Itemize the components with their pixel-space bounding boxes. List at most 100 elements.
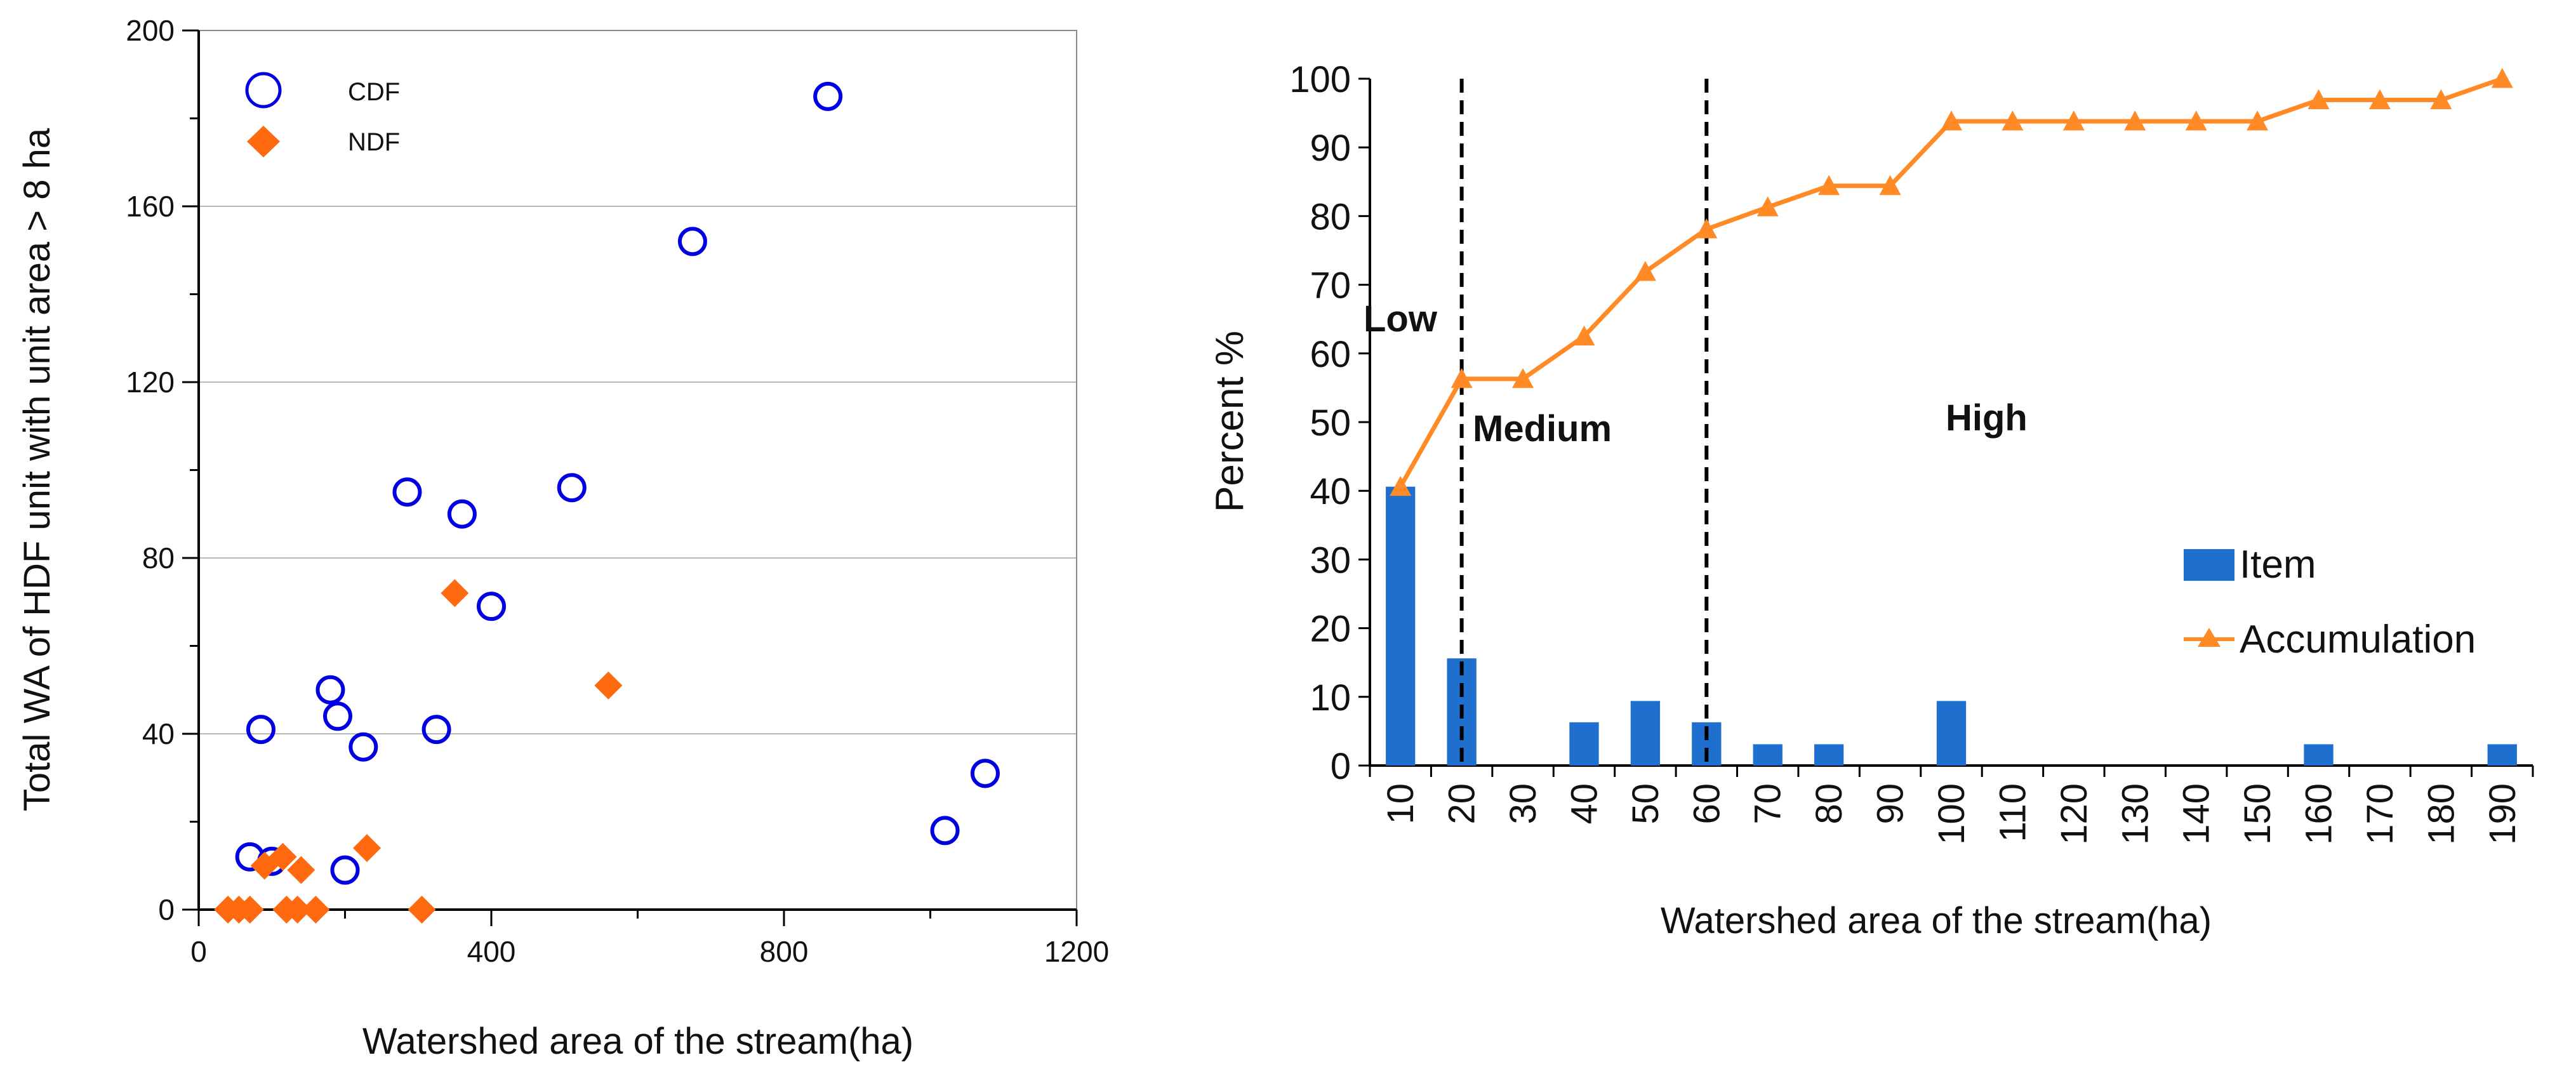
bar-y-tick-label: 100 [1289, 59, 1351, 100]
item-bar [1630, 701, 1661, 766]
bar-x-tick-label: 10 [1380, 783, 1421, 825]
cdf-point [557, 473, 587, 503]
ndf-point [269, 842, 297, 871]
bar-chart-axes: 0 10 20 30 40 50 60 70 80 90 100 10 20 30 40 50 60 70 80 90… [1289, 59, 2534, 845]
accumulation-point [2002, 110, 2024, 131]
ndf-point [441, 579, 469, 607]
cdf-point [246, 715, 276, 745]
ndf-point [353, 834, 382, 863]
scatter-x-tick-label: 0 [190, 935, 207, 968]
item-bar [1753, 744, 1783, 766]
annotation-low: Low [1364, 298, 1438, 340]
item-bar [1386, 486, 1416, 766]
bar-x-tick-label: 150 [2237, 783, 2278, 845]
bar-x-tick-label: 90 [1870, 783, 1911, 825]
item-bars [1386, 486, 2517, 766]
legend-cdf-marker [245, 72, 282, 109]
cdf-point [315, 675, 345, 705]
scatter-y-tick-label: 80 [142, 541, 175, 574]
scatter-legend: CDF NDF [245, 72, 400, 157]
bar-x-tick-label: 70 [1748, 783, 1789, 825]
item-bar [2487, 744, 2517, 766]
bar-y-tick-label: 90 [1310, 128, 1351, 169]
legend-item-label: Item [2240, 543, 2316, 587]
bar-chart-legend: Item Accumulation [2184, 543, 2476, 661]
scatter-plot-frame [198, 30, 1077, 910]
scatter-x-tick-label: 800 [760, 935, 809, 968]
bar-line-chart: 0 10 20 30 40 50 60 70 80 90 100 10 20 30 40 50 60 70 80 90… [1208, 59, 2534, 941]
bar-x-tick-label: 30 [1503, 783, 1544, 825]
bar-x-tick-label: 60 [1686, 783, 1727, 825]
bar-y-tick-label: 0 [1331, 746, 1351, 787]
accumulation-line [1390, 68, 2513, 496]
legend-accumulation-marker [2198, 628, 2221, 647]
scatter-y-tick-label: 0 [158, 893, 175, 926]
accumulation-point [2247, 110, 2269, 131]
legend-ndf-label: NDF [348, 128, 400, 156]
bar-x-tick-label: 190 [2482, 783, 2523, 845]
scatter-y-tick-label: 40 [142, 717, 175, 750]
accumulation-point [1512, 368, 1534, 388]
legend-accumulation-label: Accumulation [2240, 618, 2476, 661]
scatter-points [214, 81, 1000, 924]
accumulation-point [2062, 110, 2085, 131]
item-bar [1569, 722, 1599, 766]
scatter-x-tick-label: 1200 [1044, 935, 1109, 968]
bar-x-tick-label: 40 [1564, 783, 1605, 825]
scatter-y-axis-title: Total WA of HDF unit with unit area > 8 … [17, 128, 58, 811]
accumulation-point [1451, 368, 1473, 388]
range-dividers [1459, 79, 1709, 766]
cdf-point [322, 701, 352, 731]
accumulation-point [2368, 89, 2391, 109]
item-bar [1814, 744, 1844, 766]
accumulation-point [1696, 218, 1718, 239]
bar-x-tick-label: 170 [2360, 783, 2401, 845]
cdf-point [477, 592, 506, 621]
bar-x-tick-label: 110 [1992, 783, 2033, 842]
bar-y-tick-label: 10 [1310, 677, 1351, 719]
accumulation-point [1941, 110, 1962, 131]
accumulation-point [2430, 89, 2452, 109]
scatter-y-tick-label: 200 [126, 14, 175, 47]
annotation-medium: Medium [1473, 408, 1612, 449]
legend-cdf-label: CDF [348, 78, 400, 106]
legend-item-marker [2184, 549, 2234, 581]
bar-x-tick-label: 80 [1809, 783, 1850, 825]
bar-x-tick-label: 140 [2176, 783, 2217, 845]
ndf-point [302, 896, 330, 924]
item-bar [1936, 701, 1967, 766]
cdf-point [447, 499, 477, 529]
bar-x-tick-label: 120 [2054, 783, 2095, 845]
ndf-point [287, 856, 315, 884]
legend-ndf-marker [247, 126, 280, 157]
accumulation-point [2124, 110, 2146, 131]
scatter-x-tick-label: 400 [467, 935, 516, 968]
cdf-point [970, 759, 1000, 788]
bar-y-tick-label: 70 [1310, 265, 1351, 307]
annotation-high: High [1946, 397, 2028, 439]
item-bar [2304, 744, 2334, 766]
accumulation-point [2491, 68, 2513, 88]
bar-x-axis-title: Watershed area of the stream(ha) [1661, 900, 2212, 941]
accumulation-point [1390, 475, 1412, 496]
cdf-point [422, 715, 451, 745]
bar-y-tick-label: 30 [1310, 540, 1351, 581]
scatter-x-axis-title: Watershed area of the stream(ha) [362, 1021, 913, 1062]
ndf-point [594, 671, 623, 700]
cdf-point [349, 732, 378, 762]
scatter-y-tick-label: 120 [126, 366, 175, 399]
bar-y-tick-label: 20 [1310, 609, 1351, 650]
scatter-axes: 0 40 80 120 160 200 0 400 800 1200 [126, 14, 1109, 968]
bar-y-tick-label: 40 [1310, 471, 1351, 512]
accumulation-point [1634, 261, 1656, 281]
cdf-point [677, 227, 707, 256]
bar-x-tick-label: 180 [2420, 783, 2462, 845]
bar-y-axis-title: Percent % [1208, 331, 1252, 512]
accumulation-point [1573, 325, 1595, 346]
scatter-chart: 0 40 80 120 160 200 0 400 800 1200 CDF NDF Waters… [17, 14, 1109, 1062]
bar-y-tick-label: 50 [1310, 402, 1351, 444]
scatter-y-tick-label: 160 [126, 190, 175, 223]
bar-x-tick-label: 100 [1931, 783, 1972, 845]
bar-x-tick-label: 130 [2115, 783, 2156, 845]
